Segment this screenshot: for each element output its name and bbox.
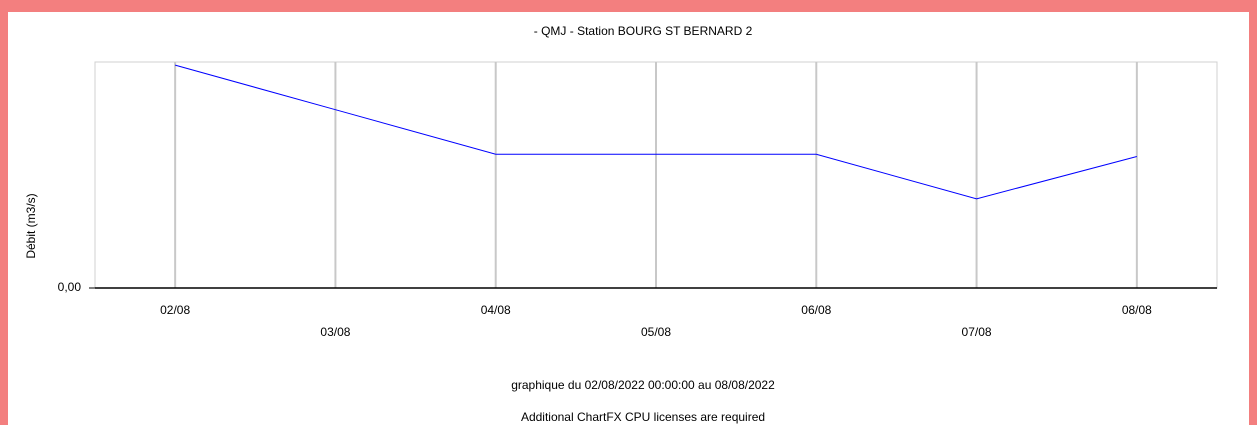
window: - QMJ - Station BOURG ST BERNARD 2 Débit… (8, 12, 1249, 425)
x-tick-label: 08/08 (1122, 303, 1152, 317)
chart-title: - QMJ - Station BOURG ST BERNARD 2 (534, 24, 753, 38)
footer: graphique du 02/08/2022 00:00:00 au 08/0… (511, 378, 775, 392)
notice: Additional ChartFX CPU licenses are requ… (521, 410, 765, 424)
y-axis-label: Débit (m3/s) (24, 193, 38, 258)
x-tick-label: 07/08 (962, 325, 992, 339)
x-tick-label: 06/08 (801, 303, 831, 317)
x-tick-label: 05/08 (641, 325, 671, 339)
x-tick-label: 02/08 (160, 303, 190, 317)
chart: - QMJ - Station BOURG ST BERNARD 2 Débit… (24, 24, 1218, 424)
line-series (175, 64, 1137, 200)
y-tick-label: 0,00 (58, 280, 82, 294)
x-tick-label: 04/08 (481, 303, 511, 317)
x-tick-label: 03/08 (320, 325, 350, 339)
